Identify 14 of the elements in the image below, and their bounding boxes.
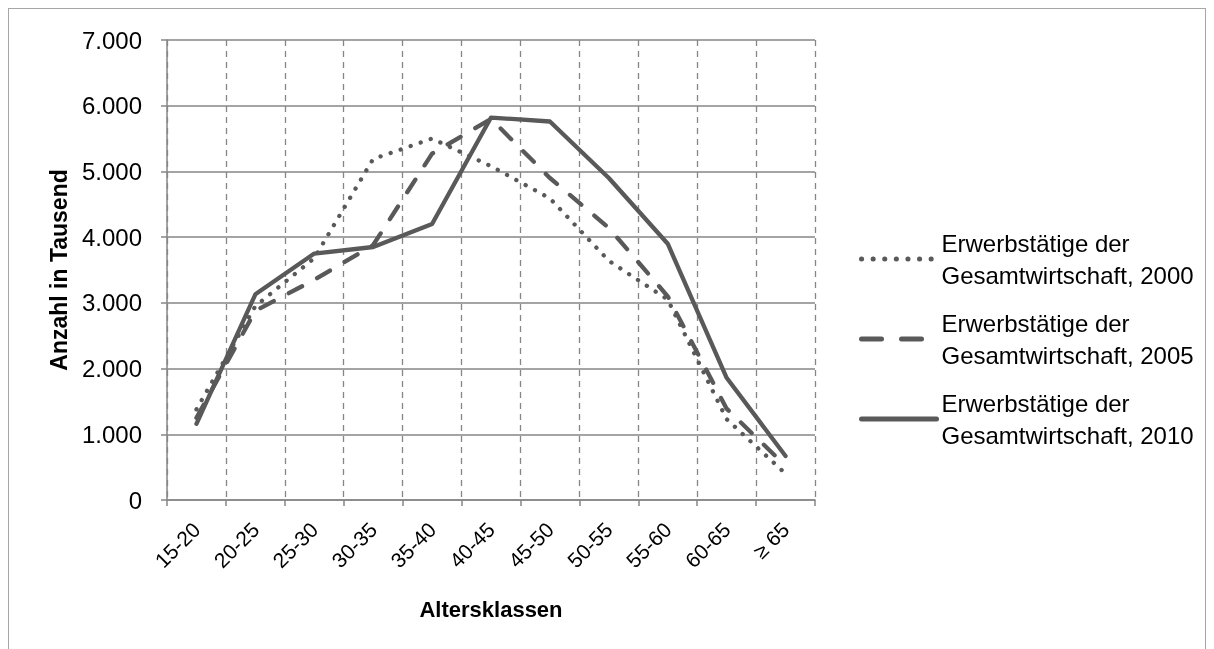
y-tick-label: 3.000	[81, 289, 142, 317]
legend-label: Erwerbstätige der Gesamtwirtschaft, 2005	[941, 309, 1194, 369]
legend-label: Erwerbstätige der Gesamtwirtschaft, 2000	[941, 229, 1194, 289]
y-tick-label: 0	[128, 486, 142, 514]
y-tick-label: 7.000	[81, 26, 142, 54]
y-axis-title: Anzahl in Tausend	[45, 169, 72, 371]
x-axis-title: Altersklassen	[419, 596, 563, 622]
y-tick-label: 6.000	[81, 92, 142, 120]
legend-label: Erwerbstätige der Gesamtwirtschaft, 2010	[941, 389, 1194, 449]
y-tick-label: 2.000	[81, 355, 142, 383]
y-tick-label: 1.000	[81, 420, 142, 448]
y-tick-label: 5.000	[81, 157, 142, 185]
x-tick-label: ≥ 65	[748, 517, 794, 563]
y-tick-label: 4.000	[81, 223, 142, 251]
